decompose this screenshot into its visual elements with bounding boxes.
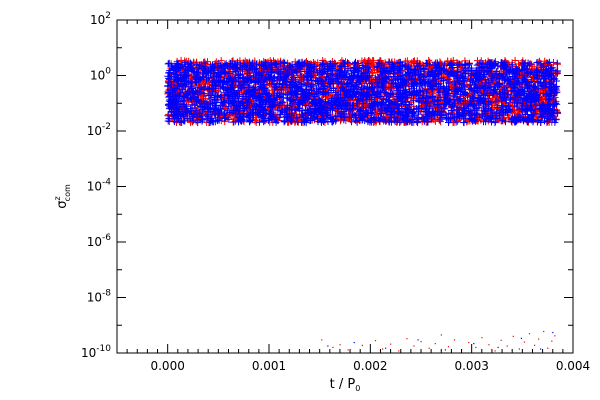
x-tick-label: 0.003: [454, 359, 488, 373]
data-point: [398, 350, 400, 352]
data-point: [488, 344, 490, 346]
data-point: [353, 341, 355, 344]
data-point: [444, 349, 447, 351]
data-point: [347, 349, 349, 351]
data-point: [390, 343, 392, 345]
data-point: [434, 342, 436, 345]
y-tick-label: 10-4: [87, 178, 112, 194]
axis-ticks: [116, 19, 574, 354]
data-point: [552, 331, 554, 334]
data-point: [428, 347, 430, 349]
data-point: [538, 338, 540, 340]
data-point: [447, 346, 450, 348]
y-tick-label: 10-6: [87, 233, 112, 249]
y-axis-label-subscript: com: [63, 184, 72, 201]
y-tick-label: 10-10: [81, 344, 111, 360]
data-point: [500, 339, 502, 341]
series-band: [164, 58, 562, 127]
data-point: [475, 346, 477, 349]
x-tick-label: 0.004: [556, 359, 590, 373]
data-point: [440, 334, 442, 336]
data-point: [453, 339, 456, 341]
x-axis-label-subscript: 0: [355, 384, 360, 393]
data-point: [523, 341, 526, 343]
data-point: [551, 340, 553, 342]
data-point: [494, 350, 496, 352]
y-tick-label: 10-2: [87, 122, 111, 138]
data-point: [321, 339, 323, 341]
data-point: [339, 344, 341, 346]
data-point: [512, 335, 514, 337]
data-points-layer: [321, 330, 556, 352]
data-point: [473, 342, 475, 345]
data-point: [540, 348, 542, 350]
data-point: [533, 344, 536, 346]
x-axis-label: t / P0: [330, 377, 361, 393]
y-tick-label: 102: [90, 11, 111, 27]
x-tick-label: 0.001: [252, 359, 286, 373]
y-tick-label: 100: [90, 67, 111, 83]
data-point: [543, 330, 545, 333]
data-point: [518, 348, 520, 350]
y-tick-label: 10-8: [87, 289, 112, 305]
data-point: [332, 346, 334, 349]
data-point: [481, 337, 483, 339]
data-point: [420, 340, 422, 343]
data-point: [554, 335, 556, 337]
tick-labels: 0.000 0.001 0.002 0.003 0.004 10-10 10-8 10-6 10…: [81, 11, 590, 373]
x-tick-label: 0.000: [150, 359, 184, 373]
y-axis-label: σzcom: [53, 184, 72, 209]
data-point: [413, 345, 415, 347]
data-point: [506, 345, 508, 347]
data-point: [520, 337, 523, 339]
y-axis-label-superscript: z: [53, 196, 62, 200]
data-point: [327, 345, 329, 347]
data-point: [468, 341, 470, 344]
series-band-markers: [164, 58, 562, 127]
data-point: [406, 338, 408, 340]
data-point: [497, 346, 499, 349]
data-point: [381, 348, 384, 350]
data-point: [547, 347, 549, 349]
x-axis-label-main: t / P: [330, 377, 356, 392]
x-tick-label: 0.002: [353, 359, 387, 373]
y-axis-label-main: σ: [55, 201, 70, 209]
data-point: [361, 344, 363, 346]
data-point: [528, 333, 531, 335]
data-band-layer: [164, 56, 562, 127]
data-point: [385, 347, 387, 349]
data-point: [417, 339, 419, 341]
data-point: [374, 340, 377, 342]
